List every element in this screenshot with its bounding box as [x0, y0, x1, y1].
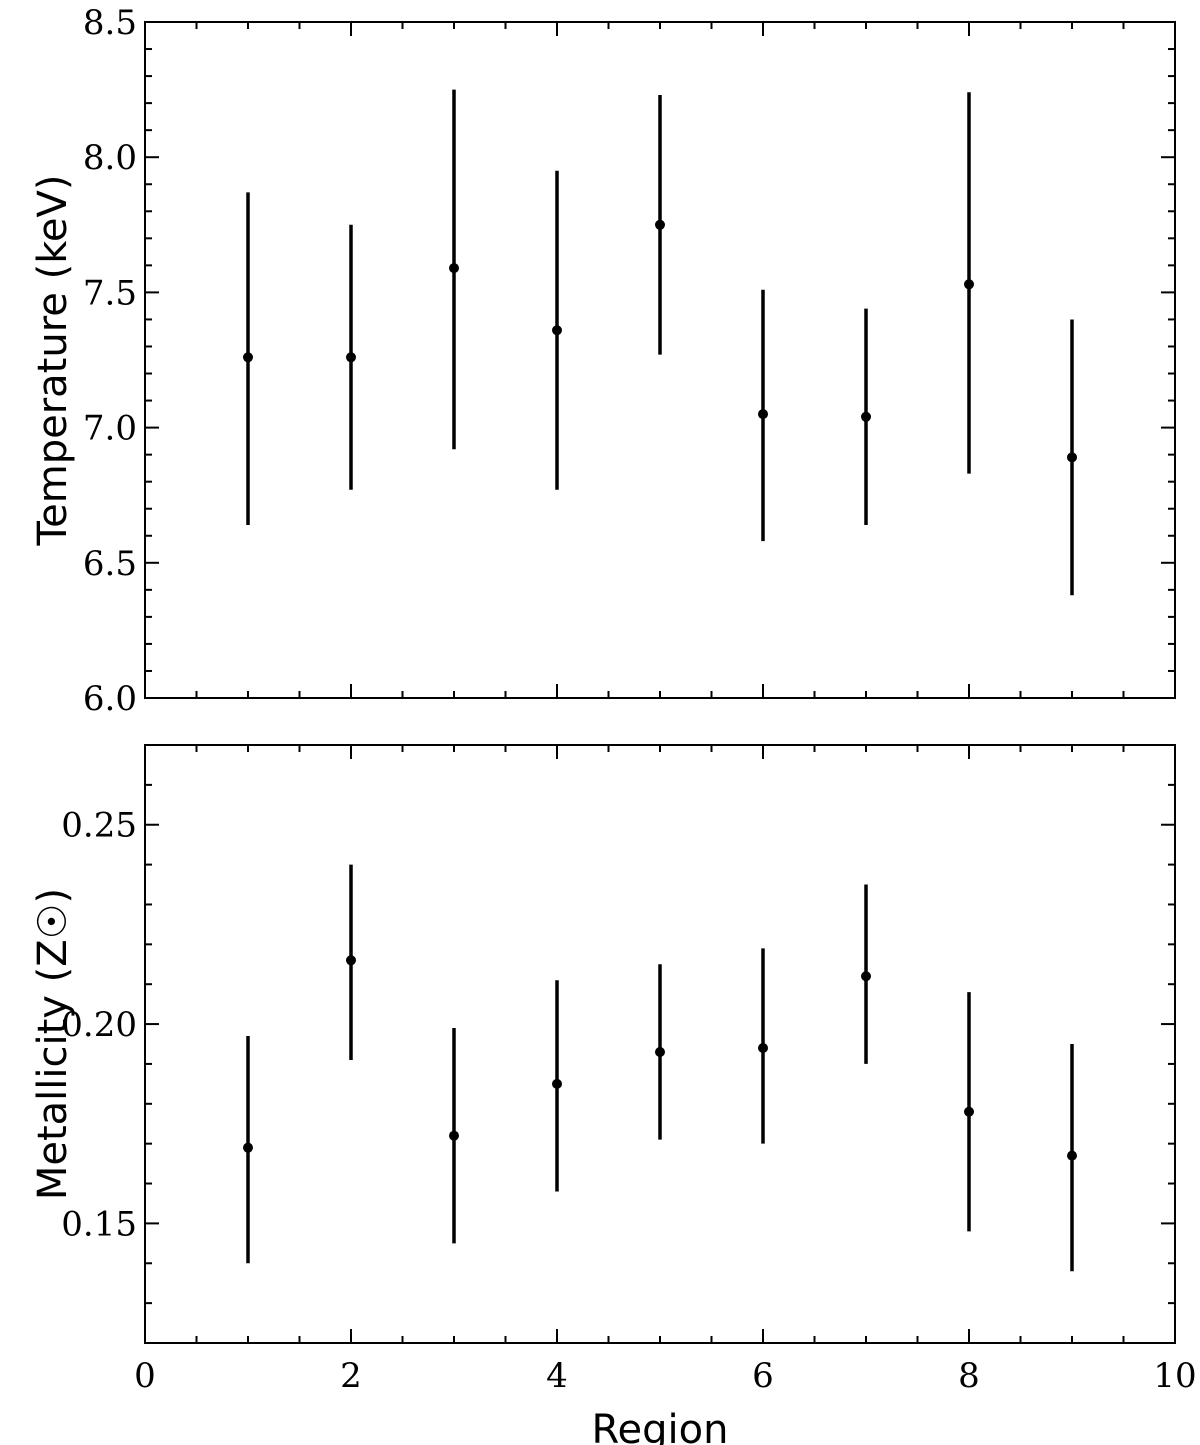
temperature-data-point	[243, 352, 253, 363]
temperature-y-tick-label: 8.5	[83, 3, 137, 43]
temperature-y-tick-label: 7.5	[83, 273, 137, 313]
temperature-data-point	[758, 409, 768, 420]
temperature-data-point	[449, 263, 459, 274]
temperature-data-point	[1067, 452, 1077, 463]
metallicity-data-point	[655, 1046, 665, 1057]
temperature-y-tick-label: 8.0	[83, 138, 137, 178]
metallicity-y-axis-title: Metallicity (Z☉)	[30, 888, 76, 1200]
metallicity-data-point	[346, 955, 356, 966]
temperature-data-point	[552, 325, 562, 336]
metallicity-y-tick-label: 0.15	[61, 1204, 137, 1244]
metallicity-x-tick-label: 8	[958, 1356, 980, 1396]
metallicity-panel: 0.15 0.20 0.25 0 2 4 6 8 10 Metallicity (Z☉) Regio…	[30, 744, 1197, 1445]
metallicity-data-point	[449, 1130, 459, 1141]
metallicity-data-point	[1067, 1150, 1077, 1161]
metallicity-x-tick-label: 6	[752, 1356, 774, 1396]
metallicity-x-tick-label: 10	[1153, 1356, 1196, 1396]
metallicity-data-point	[758, 1042, 768, 1053]
metallicity-data-point	[243, 1142, 253, 1153]
temperature-data-point	[964, 279, 974, 290]
metallicity-x-tick-label: 0	[134, 1356, 156, 1396]
temperature-y-tick-label: 7.0	[83, 409, 137, 449]
temperature-y-tick-label: 6.0	[83, 679, 137, 719]
metallicity-x-tick-label: 4	[546, 1356, 568, 1396]
temperature-data-point	[861, 411, 871, 422]
metallicity-y-tick-label: 0.20	[61, 1005, 137, 1045]
metallicity-y-tick-label: 0.25	[61, 806, 137, 846]
metallicity-data-point	[964, 1106, 974, 1117]
metallicity-data-point	[552, 1078, 562, 1089]
metallicity-x-tick-label: 2	[340, 1356, 362, 1396]
temperature-data-point	[346, 352, 356, 363]
metallicity-data-point	[861, 971, 871, 982]
temperature-panel: 6.0 6.5 7.0 7.5 8.0 8.5 Temperature (keV)	[30, 3, 1176, 719]
temperature-y-tick-label: 6.5	[83, 544, 137, 584]
metallicity-x-axis-title: Region	[592, 1407, 729, 1445]
temperature-y-axis-title: Temperature (keV)	[30, 174, 76, 546]
temperature-data-point	[655, 219, 665, 230]
